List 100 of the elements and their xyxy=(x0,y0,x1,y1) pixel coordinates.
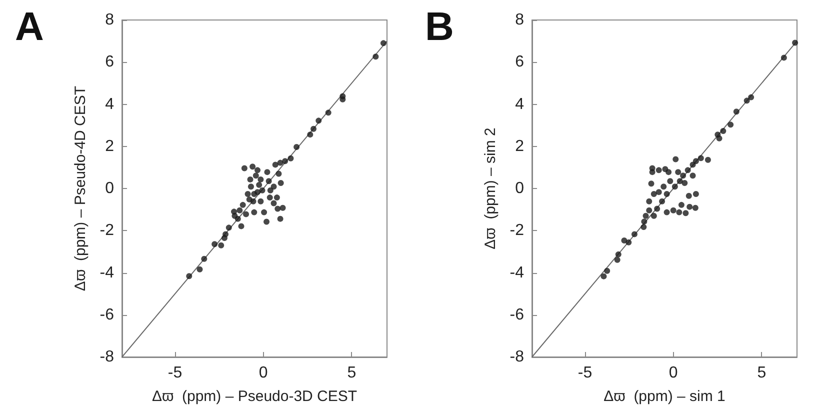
point xyxy=(720,128,726,134)
point xyxy=(310,126,317,132)
point xyxy=(277,160,284,166)
point xyxy=(266,194,273,201)
point xyxy=(659,198,666,204)
point xyxy=(274,194,280,201)
y-tick-label: -4 xyxy=(510,264,524,282)
point xyxy=(682,180,688,186)
x-tick-label: 5 xyxy=(347,364,356,382)
point xyxy=(232,212,238,219)
y-tick-label: -8 xyxy=(510,348,524,366)
y-tick-label: 2 xyxy=(515,138,524,155)
y-tick-label: -8 xyxy=(100,348,114,366)
point xyxy=(325,110,332,116)
point xyxy=(650,212,657,219)
point xyxy=(631,231,638,238)
point xyxy=(241,165,248,172)
point xyxy=(676,209,682,216)
point xyxy=(256,182,262,188)
x-tick-label: 5 xyxy=(757,364,766,382)
point xyxy=(278,180,284,186)
point xyxy=(744,98,750,104)
point xyxy=(294,144,300,150)
point xyxy=(692,190,699,197)
point xyxy=(675,169,682,176)
point xyxy=(692,204,698,211)
point xyxy=(258,176,264,182)
point xyxy=(238,223,244,230)
point xyxy=(670,207,676,214)
point xyxy=(792,40,798,46)
point xyxy=(748,94,754,100)
point xyxy=(307,132,314,138)
point xyxy=(648,180,654,187)
point xyxy=(615,251,622,258)
point xyxy=(236,207,243,214)
y-tick-label: -6 xyxy=(100,306,114,324)
point xyxy=(664,190,670,197)
point xyxy=(626,239,632,246)
point xyxy=(264,169,270,176)
y-tick-label: 0 xyxy=(515,180,524,197)
point xyxy=(288,155,294,162)
y-tick-label: 6 xyxy=(515,54,524,71)
y-tick-label: 4 xyxy=(515,96,524,113)
x-tick-label: 0 xyxy=(258,364,268,382)
point xyxy=(690,172,696,179)
point xyxy=(704,156,711,163)
y-tick-label: 0 xyxy=(105,180,114,197)
point xyxy=(640,224,647,230)
y-axis-title: Δϖ (ppm) – Pseudo-4D CEST xyxy=(72,86,89,292)
point xyxy=(277,216,284,222)
point xyxy=(642,212,649,219)
y-tick-label: 2 xyxy=(105,138,114,155)
point xyxy=(682,210,689,216)
point xyxy=(251,190,258,197)
x-tick-label: -5 xyxy=(578,364,592,382)
y-axis-title: Δϖ (ppm) – sim 2 xyxy=(482,128,499,250)
y-tick-label: 6 xyxy=(105,54,114,71)
point xyxy=(614,256,620,263)
point xyxy=(646,198,652,204)
point xyxy=(666,169,672,176)
point xyxy=(340,96,346,102)
point xyxy=(380,40,386,46)
point xyxy=(656,167,662,174)
point xyxy=(252,172,259,179)
chart-title: A xyxy=(15,5,44,49)
point xyxy=(251,209,258,216)
point xyxy=(196,266,203,272)
point xyxy=(248,184,254,190)
y-tick-label: -2 xyxy=(510,222,524,240)
point xyxy=(244,190,251,197)
x-axis-title: Δϖ (ppm) – Pseudo-3D CEST xyxy=(152,388,358,405)
x-axis-title: Δϖ (ppm) – sim 1 xyxy=(604,388,726,405)
point xyxy=(654,206,660,212)
y-tick-label: -6 xyxy=(510,306,524,324)
y-tick-label: 8 xyxy=(105,12,114,28)
x-tick-label: -5 xyxy=(168,364,182,382)
point xyxy=(259,187,266,194)
y-tick-label: -2 xyxy=(100,222,114,240)
point xyxy=(261,209,268,216)
point xyxy=(656,189,662,196)
point xyxy=(600,273,607,280)
point xyxy=(680,172,686,179)
point xyxy=(240,202,246,208)
point xyxy=(226,224,232,231)
point xyxy=(186,273,192,280)
point xyxy=(218,242,224,248)
point xyxy=(690,162,696,168)
point xyxy=(780,54,787,61)
point xyxy=(698,155,704,162)
point xyxy=(714,132,721,138)
point xyxy=(641,218,648,225)
point xyxy=(276,170,282,177)
point xyxy=(272,162,278,168)
point xyxy=(212,241,218,248)
point xyxy=(222,231,229,238)
x-tick-label: 0 xyxy=(668,364,678,382)
point xyxy=(316,118,322,124)
point xyxy=(646,207,652,214)
y-tick-label: -4 xyxy=(100,264,114,282)
point xyxy=(692,158,699,164)
